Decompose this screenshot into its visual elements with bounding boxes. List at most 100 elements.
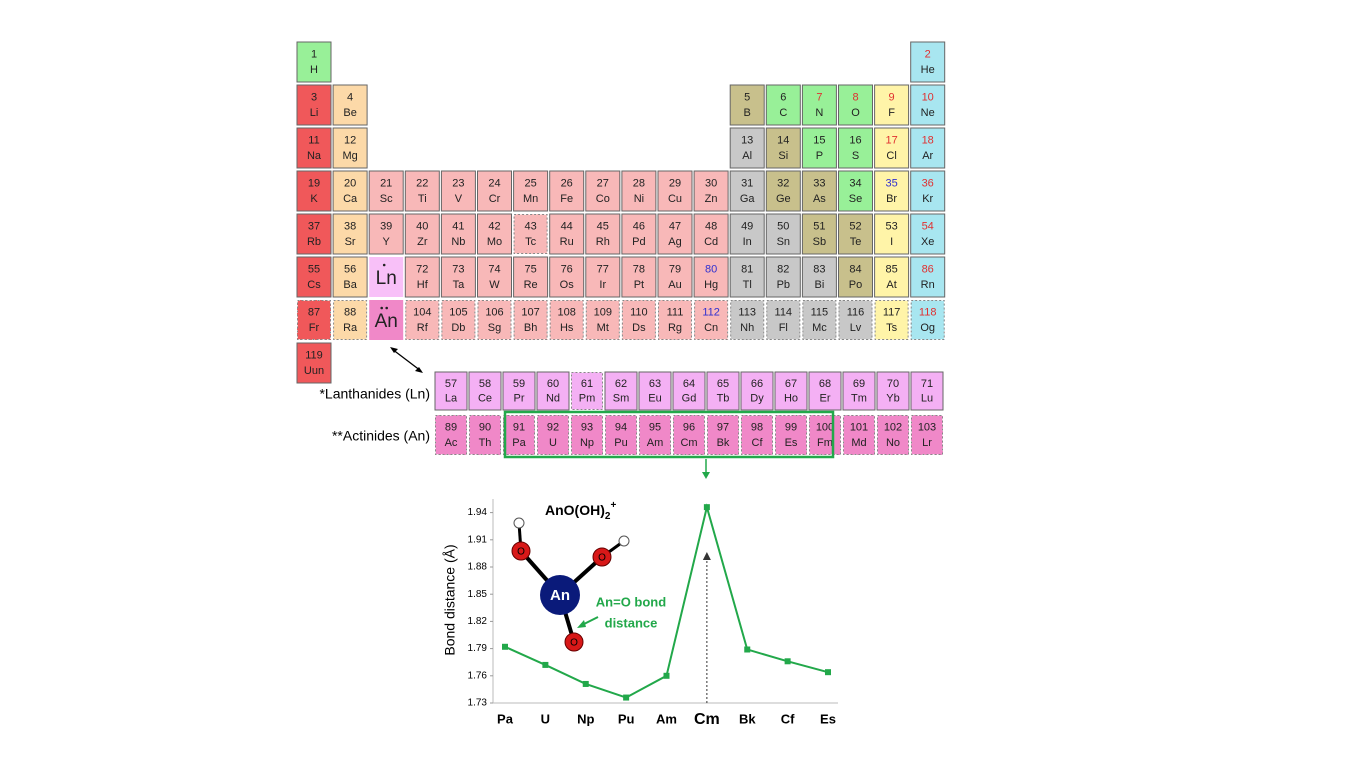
element-symbol: Pr (514, 393, 525, 405)
element-symbol: Li (310, 107, 319, 119)
data-point (623, 694, 630, 701)
element-cell (549, 256, 585, 298)
cell-outline (549, 300, 584, 340)
atomic-number: 94 (615, 422, 627, 434)
element-symbol: O (851, 107, 860, 119)
element-symbol: Mt (597, 322, 609, 334)
atomic-number: 5 (744, 92, 750, 104)
element-symbol: Mc (812, 322, 827, 334)
element-symbol: Ac (445, 437, 458, 449)
element-symbol: Pd (632, 236, 645, 248)
element-symbol: K (310, 193, 318, 205)
element-symbol: Ba (343, 279, 357, 291)
atomic-number: 11 (308, 135, 319, 147)
element-cell (842, 371, 876, 411)
atomic-number: 46 (633, 221, 645, 233)
cell-outline (673, 415, 705, 455)
element-symbol: Pu (614, 437, 627, 449)
arrow-head (390, 347, 398, 353)
element-symbol: Ta (453, 279, 466, 291)
cell-outline (297, 300, 331, 340)
element-symbol: C (779, 107, 787, 119)
element-cell (765, 213, 801, 255)
element-symbol: Ru (560, 236, 574, 248)
element-symbol: Al (742, 150, 752, 162)
placeholder-cell (369, 300, 404, 340)
element-cell (296, 256, 332, 298)
element-cell (765, 170, 801, 212)
atomic-number: 19 (308, 178, 320, 190)
cell-outline (843, 415, 875, 455)
y-tick-label: 1.76 (468, 670, 488, 681)
element-cell (801, 84, 837, 126)
title-part: AnO(OH) (545, 502, 605, 518)
atomic-number: 85 (885, 264, 897, 276)
element-symbol: Sb (813, 236, 826, 248)
atomic-number: 95 (649, 422, 661, 434)
atomic-number: 66 (751, 378, 763, 390)
element-symbol: Dy (750, 393, 764, 405)
element-symbol: Rn (921, 279, 935, 291)
h-atom (618, 535, 630, 547)
data-point (744, 646, 751, 653)
element-symbol: Sm (613, 393, 630, 405)
atom-label: O (517, 547, 525, 558)
element-symbol: Sc (380, 193, 393, 205)
data-point (582, 680, 589, 687)
atomic-number: 33 (813, 178, 825, 190)
atomic-number: 55 (308, 264, 320, 276)
element-cell (910, 213, 946, 255)
element-symbol: Tm (851, 393, 867, 405)
element-symbol: Co (596, 193, 610, 205)
cell-outline (513, 214, 548, 254)
element-symbol: No (886, 437, 900, 449)
atomic-number: 2 (925, 49, 931, 61)
element-symbol: Ag (668, 236, 681, 248)
atomic-number: 105 (449, 307, 467, 319)
atomic-number: 100 (816, 422, 834, 434)
element-symbol: Pt (634, 279, 644, 291)
element-cell (910, 84, 946, 126)
cell-outline (503, 415, 535, 455)
atom-label: An (550, 587, 570, 604)
element-cell (477, 170, 512, 212)
atomic-number: 80 (705, 264, 717, 276)
cell-outline (910, 300, 945, 340)
annotation: An=O bond (596, 594, 666, 609)
arrow-head (577, 620, 586, 628)
element-symbol: Pa (512, 437, 526, 449)
y-tick-label: 1.85 (468, 589, 488, 600)
element-symbol: Mg (342, 150, 357, 162)
element-symbol: Os (560, 279, 575, 291)
atomic-number: 101 (850, 422, 868, 434)
element-symbol: Tl (743, 279, 752, 291)
element-cell (910, 41, 946, 83)
element-symbol: Sg (488, 322, 501, 334)
element-symbol: Fr (309, 322, 320, 334)
atomic-number: 97 (717, 422, 729, 434)
element-symbol: Rf (417, 322, 429, 334)
cell-outline (911, 415, 943, 455)
atomic-number: 117 (883, 307, 901, 319)
atomic-number: 84 (849, 264, 861, 276)
atomic-number: 67 (785, 378, 797, 390)
element-symbol: I (890, 236, 893, 248)
element-symbol: Fe (560, 193, 573, 205)
element-symbol: Te (850, 236, 862, 248)
atomic-number: 98 (751, 422, 763, 434)
element-symbol: Re (524, 279, 538, 291)
element-symbol: S (852, 150, 859, 162)
atomic-number: 113 (738, 307, 756, 319)
atomic-number: 96 (683, 422, 695, 434)
element-cell (838, 213, 873, 255)
element-symbol: Yb (886, 393, 899, 405)
element-cell (404, 256, 440, 298)
element-symbol: Kr (922, 193, 933, 205)
element-cell (706, 371, 740, 411)
cell-outline (658, 300, 692, 340)
atomic-number: 56 (344, 264, 356, 276)
y-tick-label: 1.73 (468, 698, 488, 709)
element-cell (910, 127, 946, 169)
atomic-number: 81 (741, 264, 753, 276)
arrow-head (415, 367, 423, 373)
